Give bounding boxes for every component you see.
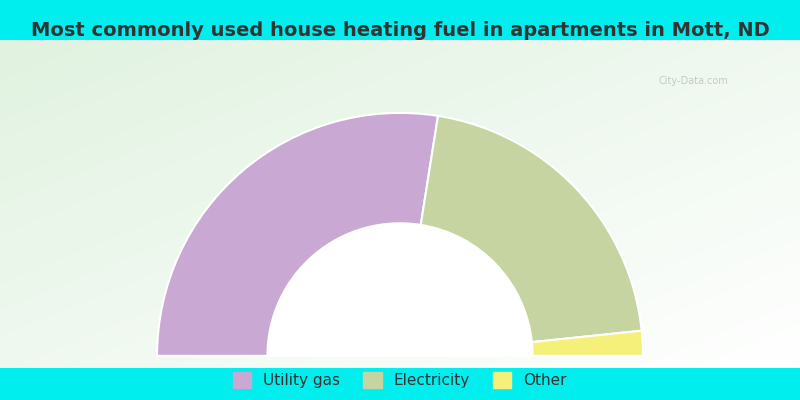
Wedge shape (400, 331, 643, 356)
Wedge shape (266, 222, 421, 356)
Text: City-Data.com: City-Data.com (658, 76, 728, 86)
Legend: Utility gas, Electricity, Other: Utility gas, Electricity, Other (226, 364, 574, 396)
Wedge shape (400, 116, 642, 356)
Wedge shape (157, 113, 438, 356)
Wedge shape (400, 342, 534, 356)
Wedge shape (400, 224, 533, 356)
Text: Most commonly used house heating fuel in apartments in Mott, ND: Most commonly used house heating fuel in… (30, 20, 770, 40)
